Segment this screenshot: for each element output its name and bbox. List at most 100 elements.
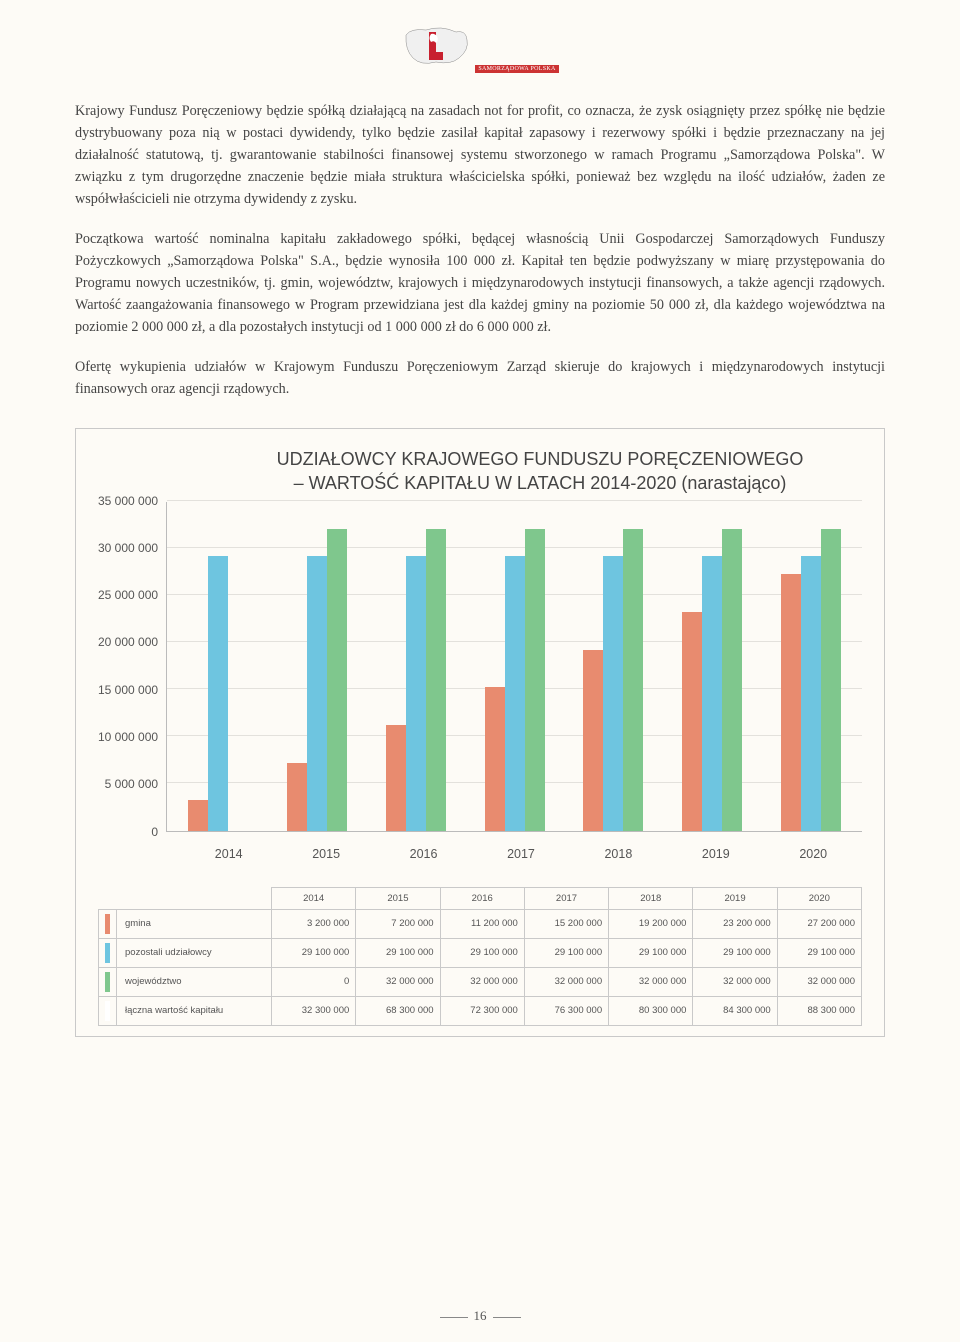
th-year: 2014 — [272, 887, 356, 909]
chart-area: 35 000 000 30 000 000 25 000 000 20 000 … — [98, 502, 862, 839]
bar-gmina — [485, 687, 505, 830]
bar-wojewodztwo — [722, 529, 742, 831]
cell: 32 300 000 — [272, 996, 356, 1025]
row-label: województwo — [117, 967, 272, 996]
bar-pozostali — [505, 556, 525, 830]
gridline — [167, 500, 862, 501]
cell: 72 300 000 — [440, 996, 524, 1025]
cell: 76 300 000 — [524, 996, 608, 1025]
bar-gmina — [287, 763, 307, 831]
logo-caption: SAMORZĄDOWA POLSKA — [475, 65, 558, 73]
cell: 32 000 000 — [524, 967, 608, 996]
row-label: pozostali udziałowcy — [117, 938, 272, 967]
table-row-wojewodztwo: województwo 0 32 000 000 32 000 000 32 0… — [99, 967, 862, 996]
page-container: SAMORZĄDOWA POLSKA Krajowy Fundusz Poręc… — [0, 0, 960, 1037]
chart-title: UDZIAŁOWCY KRAJOWEGO FUNDUSZU PORĘCZENIO… — [218, 447, 862, 496]
th-year: 2016 — [440, 887, 524, 909]
y-tick: 30 000 000 — [98, 541, 158, 555]
th-year: 2017 — [524, 887, 608, 909]
y-tick: 35 000 000 — [98, 494, 158, 508]
cell: 32 000 000 — [609, 967, 693, 996]
cell: 32 000 000 — [693, 967, 777, 996]
bar-gmina — [781, 574, 801, 830]
bar-group — [372, 529, 460, 831]
x-tick: 2015 — [282, 847, 370, 861]
bar-group — [273, 529, 361, 831]
bar-wojewodztwo — [525, 529, 545, 831]
cell: 7 200 000 — [356, 909, 440, 938]
chart-plot — [166, 502, 862, 832]
bar-gmina — [386, 725, 406, 831]
cell: 68 300 000 — [356, 996, 440, 1025]
bar-pozostali — [208, 556, 228, 830]
bar-group — [471, 529, 559, 831]
bar-wojewodztwo — [426, 529, 446, 831]
data-table-wrap: 2014 2015 2016 2017 2018 2019 2020 gmina… — [98, 887, 862, 1026]
cell: 32 000 000 — [356, 967, 440, 996]
cell: 19 200 000 — [609, 909, 693, 938]
cell: 29 100 000 — [272, 938, 356, 967]
cell: 11 200 000 — [440, 909, 524, 938]
bar-pozostali — [801, 556, 821, 830]
row-label: gmina — [117, 909, 272, 938]
y-tick: 15 000 000 — [98, 683, 158, 697]
th-year: 2018 — [609, 887, 693, 909]
cell: 80 300 000 — [609, 996, 693, 1025]
cell: 88 300 000 — [777, 996, 861, 1025]
swatch-gmina — [99, 909, 117, 938]
x-tick: 2018 — [574, 847, 662, 861]
bar-wojewodztwo — [327, 529, 347, 831]
cell: 29 100 000 — [609, 938, 693, 967]
th-year: 2020 — [777, 887, 861, 909]
cell: 29 100 000 — [693, 938, 777, 967]
cell: 32 000 000 — [440, 967, 524, 996]
y-tick: 5 000 000 — [105, 777, 158, 791]
cell: 3 200 000 — [272, 909, 356, 938]
bar-wojewodztwo — [623, 529, 643, 831]
cell: 29 100 000 — [356, 938, 440, 967]
bar-pozostali — [603, 556, 623, 830]
cell: 84 300 000 — [693, 996, 777, 1025]
bar-group — [569, 529, 657, 831]
bar-gmina — [682, 612, 702, 831]
cell: 15 200 000 — [524, 909, 608, 938]
swatch-total — [99, 996, 117, 1025]
bar-group — [668, 529, 756, 831]
header-blank — [99, 887, 117, 909]
table-row-gmina: gmina 3 200 000 7 200 000 11 200 000 15 … — [99, 909, 862, 938]
table-row-pozostali: pozostali udziałowcy 29 100 000 29 100 0… — [99, 938, 862, 967]
row-label: łączna wartość kapitału — [117, 996, 272, 1025]
cell: 27 200 000 — [777, 909, 861, 938]
x-tick: 2016 — [380, 847, 468, 861]
header-blank — [117, 887, 272, 909]
bar-pozostali — [702, 556, 722, 830]
cell: 29 100 000 — [524, 938, 608, 967]
x-tick: 2017 — [477, 847, 565, 861]
data-table: 2014 2015 2016 2017 2018 2019 2020 gmina… — [98, 887, 862, 1026]
x-tick: 2014 — [185, 847, 273, 861]
y-tick: 0 — [151, 825, 158, 839]
bar-pozostali — [406, 556, 426, 830]
chart-title-line1: UDZIAŁOWCY KRAJOWEGO FUNDUSZU PORĘCZENIO… — [277, 449, 804, 469]
bar-wojewodztwo — [821, 529, 841, 831]
logo-emblem — [401, 20, 471, 70]
cell: 32 000 000 — [777, 967, 861, 996]
y-tick: 25 000 000 — [98, 588, 158, 602]
bar-pozostali — [307, 556, 327, 830]
table-row-total: łączna wartość kapitału 32 300 000 68 30… — [99, 996, 862, 1025]
bar-gmina — [188, 800, 208, 830]
cell: 29 100 000 — [440, 938, 524, 967]
bar-gmina — [583, 650, 603, 831]
page-number: 16 — [0, 1308, 960, 1324]
x-tick: 2020 — [769, 847, 857, 861]
chart-title-line2: – WARTOŚĆ KAPITAŁU W LATACH 2014‑2020 (n… — [294, 473, 787, 493]
y-tick: 10 000 000 — [98, 730, 158, 744]
table-header-row: 2014 2015 2016 2017 2018 2019 2020 — [99, 887, 862, 909]
paragraph-1: Krajowy Fundusz Poręczeniowy będzie spół… — [75, 100, 885, 210]
bar-group — [767, 529, 855, 831]
swatch-wojewodztwo — [99, 967, 117, 996]
y-tick: 20 000 000 — [98, 635, 158, 649]
cell: 29 100 000 — [777, 938, 861, 967]
paragraph-3: Ofertę wykupienia udziałów w Krajowym Fu… — [75, 356, 885, 400]
chart-frame: UDZIAŁOWCY KRAJOWEGO FUNDUSZU PORĘCZENIO… — [75, 428, 885, 1037]
